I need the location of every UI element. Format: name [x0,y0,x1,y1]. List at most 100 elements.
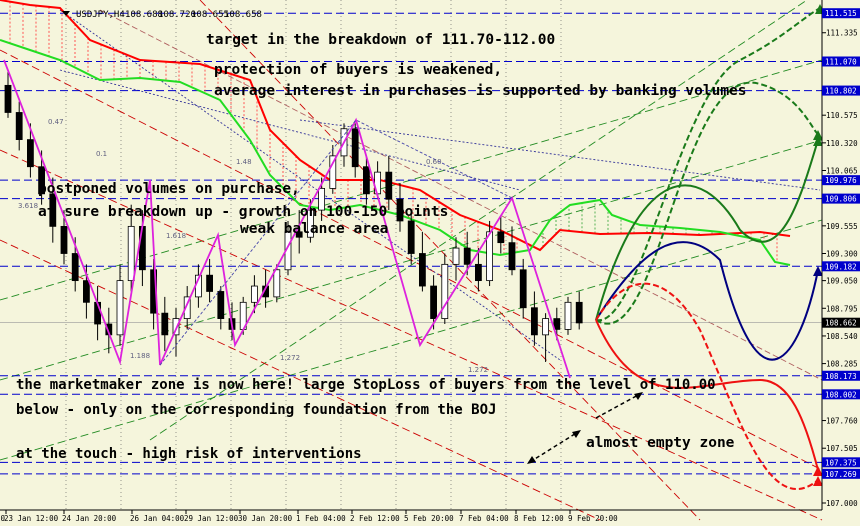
candle-body [474,263,482,282]
horizontal-levels [0,12,822,475]
level-tag [822,468,860,479]
current-price-tag [822,317,860,328]
candle-body [430,285,438,319]
fib-label: 1.272 [468,366,488,374]
forecast-green-dashed-2 [595,81,819,325]
level-tag [822,457,860,468]
level-tag-label: 111.070 [825,57,857,66]
forecast-paths [595,4,825,490]
level-tag-label: 110.802 [825,87,857,96]
symbol-header: USDJPY,H4 108.688 108.720 108.655 108.65… [62,10,262,20]
candle-body [519,269,527,309]
fib-label: 1.48 [236,158,252,166]
level-tag [822,56,860,67]
candle-body [15,112,23,140]
empty-zone-arrow [529,431,579,463]
forecast-green-dashed [595,7,821,322]
ohlc-close: 108.658 [224,10,262,20]
level-tag [822,389,860,400]
fib-label: 1.272 [280,354,300,362]
candle-body [396,198,404,222]
candle-body [250,285,258,303]
price-axis [822,0,860,510]
price-tick-label: 110.320 [826,139,858,148]
candle-body [127,225,135,282]
price-tick-label: 109.300 [826,250,858,259]
channel-line [59,9,561,361]
forecast-navy [595,241,819,361]
annotation-average: average interest in purchases is support… [214,83,747,99]
annotations: target in the breakdown of 111.70-112.00… [16,32,747,462]
level-tag [822,85,860,96]
fib-label: 3.618 [18,202,38,210]
annotation-touch: at the touch - high risk of intervention… [16,446,362,462]
time-tick-label: 8 Feb 12:00 [514,514,564,523]
candle-body [385,171,393,200]
fib-label: 0.60 [426,158,442,166]
channel-line [59,69,521,191]
forecast-arrowhead [813,136,823,146]
candle-body [508,242,516,271]
price-tick-label: 110.575 [826,111,858,120]
candle-body [407,220,415,254]
fib-labels: 0.47 0.1 1.48 0.60 3.618 1.618 1.188 1.2… [18,118,488,374]
symbol-label: USDJPY,H4 [76,10,125,20]
level-tag [822,370,860,381]
forecast-arrowhead [813,476,823,486]
level-tag-label: 107.375 [825,458,857,467]
candle-body [362,166,370,195]
annotation-mm-zone: the marketmaker zone is now here! large … [16,377,716,393]
level-tag-label: 108.173 [825,372,857,381]
price-tick-label: 108.795 [826,304,858,313]
candle-body [262,285,270,298]
level-tag-label: 108.002 [825,390,857,399]
price-tick-label: 108.285 [826,360,858,369]
candle-body [183,296,191,319]
candle-body [575,301,583,324]
candle-body [452,247,460,265]
level-tag-label: 111.515 [825,9,857,18]
candle-body [463,247,471,265]
level-tag [822,8,860,19]
channel-line [0,219,823,461]
annotation-target: target in the breakdown of 111.70-112.00 [206,32,555,48]
candle-body [60,225,68,254]
time-tick-label: 26 Jan 04:00 [130,514,185,523]
candle-body [418,253,426,287]
channel-line [0,239,601,521]
candle-body [116,280,124,336]
price-tick-label: 108.540 [826,332,858,341]
channel-line [99,9,823,381]
time-tick-label: 2 Feb 12:00 [350,514,400,523]
time-tick-label: 30 Jan 20:00 [238,514,293,523]
level-tags: 111.515 111.070 110.802 109.976 109.806 109.1… [822,8,860,479]
channel-line [0,59,823,301]
price-tick-label: 107.760 [826,417,858,426]
zigzag-projection [159,119,513,366]
candle-body [26,139,34,168]
candle-body [329,155,337,189]
level-tag [822,193,860,204]
time-tick-label: 23 Jan 12:00 [4,514,59,523]
annotation-breakdown: at sure breakdown up - growth on 100-150… [38,204,448,220]
candle-body [486,231,494,282]
candle-body [38,166,45,195]
annotation-weak: weak balance area [240,221,388,237]
fib-label: 0.1 [96,150,107,158]
fib-label: 1.618 [166,232,186,240]
candle-body [295,231,303,238]
time-tick-label: 1 Feb 04:00 [296,514,346,523]
arrows [527,392,643,464]
arrowhead [634,392,643,400]
price-tick-label: 110.065 [826,167,858,176]
time-tick-label: 29 Jan 12:00 [184,514,239,523]
fib-label: 0.47 [48,118,64,126]
price-tick-label: 107.505 [826,444,858,453]
candle-body [318,188,326,211]
candle-body [206,274,214,292]
ohlc-open: 108.688 [125,10,163,20]
candle-body [138,225,146,271]
candle-body [83,280,90,303]
annotation-empty: almost empty zone [586,435,735,451]
